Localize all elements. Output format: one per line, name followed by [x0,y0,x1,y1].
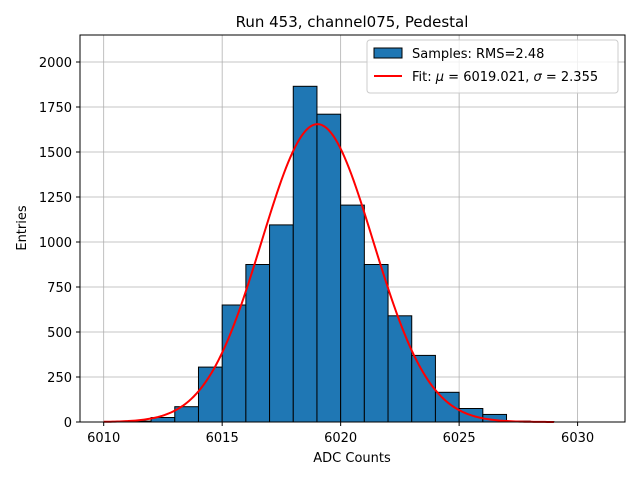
histogram-bar [340,204,365,423]
legend-mu-text: = 6019.021, [444,70,533,85]
legend-sigma-symbol: σ [534,70,543,85]
x-tick-label: 6030 [561,431,594,446]
histogram-bar [363,264,389,423]
y-tick-label: 250 [47,371,72,386]
y-tick-label: 1250 [39,191,72,206]
legend-mu-symbol: μ [435,70,444,85]
y-tick-label: 750 [47,281,72,296]
x-tick-label: 6020 [324,431,357,446]
legend: Samples: RMS=2.48 Fit: μ = 6019.021, σ =… [366,39,619,94]
plot-frame [79,34,626,423]
y-tick-label: 1500 [39,146,72,161]
chart-title: Run 453, channel075, Pedestal [236,13,469,31]
y-axis-label: Entries [15,205,30,251]
y-tick-label: 0 [64,416,72,431]
legend-sigma-text: = 2.355 [542,70,598,85]
histogram-bar [245,264,271,423]
legend-label-samples: Samples: RMS=2.48 [412,47,544,62]
legend-swatch-samples [373,47,403,59]
x-axis-label: ADC Counts [313,451,391,466]
fit-curve-group [103,123,554,423]
x-tick-label: 6025 [443,431,476,446]
fit-curve [103,123,554,423]
histogram-bar [411,354,436,423]
legend-fit-prefix: Fit: [412,70,436,85]
y-tick-label: 1000 [39,236,72,251]
y-tick-label: 2000 [39,56,72,71]
y-tick-label: 1750 [39,101,72,116]
histogram-bar [387,315,413,423]
y-tick-label: 500 [47,326,72,341]
histogram-bar [316,113,342,423]
x-tick-label: 6010 [87,431,120,446]
legend-label-fit: Fit: μ = 6019.021, σ = 2.355 [412,70,598,85]
x-axis-ticks: 6010 6015 6020 6025 6030 [87,422,594,446]
histogram-bar [292,85,318,423]
x-tick-label: 6015 [206,431,239,446]
y-axis-ticks: 0 250 500 750 1000 1250 1500 1750 2000 [39,56,80,431]
histogram-bar [269,224,294,423]
legend-box [366,39,619,94]
histogram-bars [126,85,555,423]
